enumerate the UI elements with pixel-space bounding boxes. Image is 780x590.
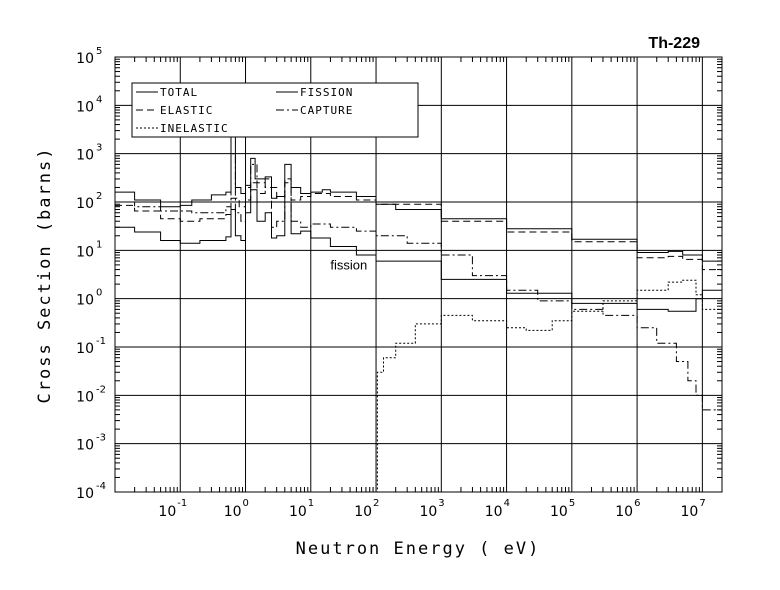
y-tick-label: 10	[76, 51, 94, 67]
x-tick-label: 10	[485, 504, 503, 520]
y-tick-label: 10	[76, 99, 94, 115]
y-tick-label: 10	[76, 438, 94, 454]
x-tick-exponent: 7	[699, 498, 705, 509]
y-tick-exponent: 4	[96, 94, 102, 105]
y-tick-label: 10	[76, 148, 94, 164]
legend-label-total: TOTAL	[160, 86, 198, 99]
legend-label-fission: FISSION	[300, 86, 353, 99]
y-tick-label: 10	[76, 244, 94, 260]
x-tick-label: 10	[550, 504, 568, 520]
x-tick-exponent: -1	[177, 498, 187, 509]
x-tick-label: 10	[419, 504, 437, 520]
legend-label-capture: CAPTURE	[300, 104, 353, 117]
y-tick-exponent: 1	[96, 239, 102, 250]
x-axis-title: Neutron Energy ( eV)	[296, 539, 541, 559]
y-tick-exponent: 0	[96, 288, 102, 299]
chart-title: Th-229	[648, 35, 700, 52]
x-tick-exponent: 1	[308, 498, 314, 509]
x-tick-exponent: 0	[243, 498, 249, 509]
y-tick-exponent: -4	[96, 481, 106, 492]
y-tick-label: 10	[76, 196, 94, 212]
y-tick-exponent: -2	[96, 384, 106, 395]
x-tick-label: 10	[224, 504, 242, 520]
axis-ticks: 10-110010110210310410510610710-410-310-2…	[76, 46, 723, 520]
y-axis-title: Cross Section (barns)	[35, 147, 55, 404]
y-tick-exponent: 3	[96, 143, 102, 154]
y-tick-label: 10	[76, 389, 94, 405]
series-line-capture	[115, 153, 723, 421]
x-tick-exponent: 5	[569, 498, 575, 509]
x-tick-exponent: 4	[504, 498, 510, 509]
x-tick-label: 10	[615, 504, 633, 520]
y-tick-label: 10	[76, 341, 94, 357]
x-tick-exponent: 3	[438, 498, 444, 509]
x-tick-label: 10	[158, 504, 176, 520]
legend-label-elastic: ELASTIC	[160, 104, 213, 117]
legend: TOTAL FISSION ELASTIC CAPTURE INELASTIC	[131, 82, 419, 138]
legend-label-inelastic: INELASTIC	[160, 122, 229, 135]
series-line-inelastic	[376, 279, 723, 493]
x-tick-label: 10	[681, 504, 699, 520]
y-tick-label: 10	[76, 486, 94, 502]
plot-frame	[114, 56, 723, 493]
x-tick-exponent: 6	[634, 498, 640, 509]
y-tick-label: 10	[76, 293, 94, 309]
series-lines	[115, 133, 723, 493]
y-tick-exponent: 5	[96, 46, 102, 57]
x-tick-exponent: 2	[373, 498, 379, 509]
legend-box	[131, 82, 419, 138]
fission-annotation: fission	[330, 258, 367, 273]
y-tick-exponent: 2	[96, 191, 102, 202]
y-tick-exponent: -1	[96, 336, 106, 347]
x-tick-label: 10	[289, 504, 307, 520]
y-tick-exponent: -3	[96, 433, 106, 444]
x-tick-label: 10	[354, 504, 372, 520]
